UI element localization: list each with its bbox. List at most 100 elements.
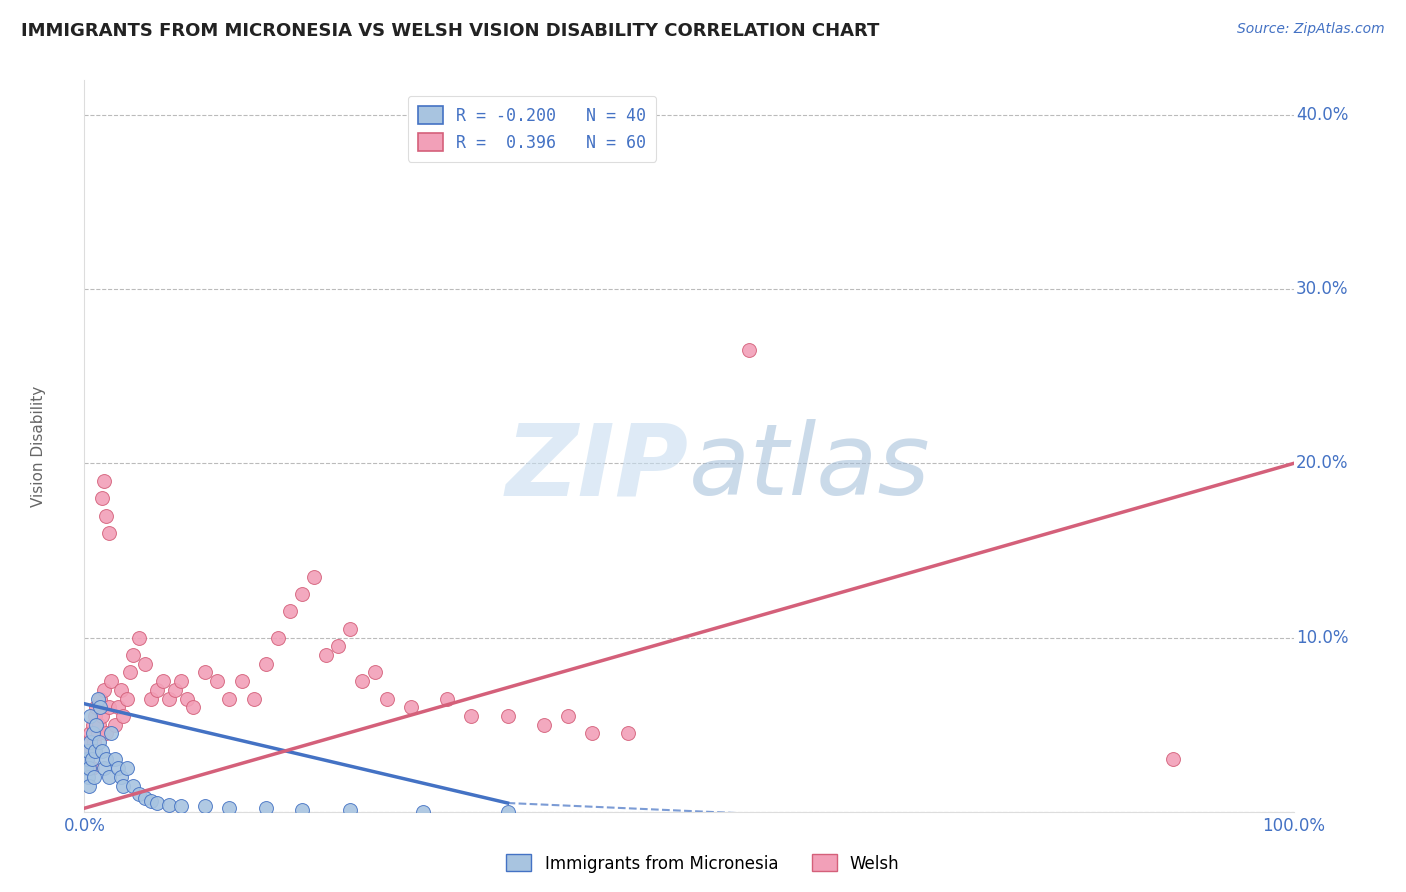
Point bbox=[363, 665, 385, 680]
Point bbox=[97, 526, 120, 541]
Point bbox=[112, 779, 135, 793]
Text: 40.0%: 40.0% bbox=[1296, 106, 1348, 124]
Point bbox=[352, 674, 374, 689]
Point bbox=[339, 803, 361, 817]
Point bbox=[738, 343, 761, 358]
Point bbox=[79, 726, 101, 740]
Point bbox=[107, 700, 129, 714]
Point bbox=[89, 700, 111, 714]
Text: atlas: atlas bbox=[689, 419, 931, 516]
Text: 30.0%: 30.0% bbox=[1296, 280, 1348, 298]
Point bbox=[115, 691, 138, 706]
Point bbox=[80, 761, 103, 775]
Point bbox=[110, 682, 132, 697]
Point bbox=[231, 674, 253, 689]
Point bbox=[218, 691, 240, 706]
Point bbox=[80, 752, 103, 766]
Text: Source: ZipAtlas.com: Source: ZipAtlas.com bbox=[1237, 22, 1385, 37]
Legend: Immigrants from Micronesia, Welsh: Immigrants from Micronesia, Welsh bbox=[499, 847, 907, 880]
Point bbox=[94, 752, 117, 766]
Point bbox=[152, 674, 174, 689]
Point bbox=[128, 631, 150, 645]
Point bbox=[86, 717, 108, 731]
Point bbox=[100, 726, 122, 740]
Point bbox=[328, 640, 350, 654]
Text: 10.0%: 10.0% bbox=[1296, 629, 1348, 647]
Point bbox=[104, 752, 127, 766]
Point bbox=[146, 796, 169, 810]
Point bbox=[267, 631, 290, 645]
Point bbox=[115, 761, 138, 775]
Point bbox=[93, 682, 115, 697]
Point bbox=[82, 726, 104, 740]
Point bbox=[83, 770, 105, 784]
Point bbox=[278, 604, 301, 618]
Point bbox=[93, 474, 115, 488]
Point bbox=[82, 717, 104, 731]
Text: IMMIGRANTS FROM MICRONESIA VS WELSH VISION DISABILITY CORRELATION CHART: IMMIGRANTS FROM MICRONESIA VS WELSH VISI… bbox=[21, 22, 880, 40]
Point bbox=[84, 709, 107, 723]
Point bbox=[75, 761, 97, 775]
Point bbox=[1161, 752, 1184, 766]
Point bbox=[97, 700, 120, 714]
Point bbox=[254, 657, 277, 671]
Point bbox=[91, 709, 114, 723]
Point bbox=[139, 794, 162, 808]
Point bbox=[76, 752, 98, 766]
Point bbox=[557, 709, 579, 723]
Point bbox=[533, 717, 555, 731]
Point bbox=[91, 744, 114, 758]
Point bbox=[157, 797, 180, 812]
Point bbox=[176, 691, 198, 706]
Point bbox=[581, 726, 603, 740]
Point bbox=[157, 691, 180, 706]
Point bbox=[94, 726, 117, 740]
Point bbox=[165, 682, 187, 697]
Point bbox=[399, 700, 422, 714]
Point bbox=[79, 735, 101, 749]
Point bbox=[207, 674, 229, 689]
Point bbox=[146, 682, 169, 697]
Text: 20.0%: 20.0% bbox=[1296, 454, 1348, 473]
Point bbox=[170, 674, 193, 689]
Point bbox=[315, 648, 337, 662]
Point bbox=[77, 744, 100, 758]
Point bbox=[86, 726, 108, 740]
Point bbox=[86, 691, 108, 706]
Text: ZIP: ZIP bbox=[506, 419, 689, 516]
Point bbox=[254, 801, 277, 815]
Point bbox=[87, 735, 110, 749]
Point bbox=[84, 744, 107, 758]
Point bbox=[77, 770, 100, 784]
Point bbox=[112, 709, 135, 723]
Point bbox=[77, 779, 100, 793]
Point bbox=[79, 709, 101, 723]
Point bbox=[107, 761, 129, 775]
Point bbox=[83, 735, 105, 749]
Point bbox=[496, 709, 519, 723]
Point bbox=[91, 491, 114, 506]
Point bbox=[134, 790, 156, 805]
Point bbox=[375, 691, 398, 706]
Point bbox=[181, 700, 204, 714]
Point bbox=[194, 799, 217, 814]
Point bbox=[86, 700, 108, 714]
Point bbox=[339, 622, 361, 636]
Point bbox=[94, 508, 117, 523]
Point bbox=[412, 805, 434, 819]
Point bbox=[617, 726, 640, 740]
Point bbox=[77, 744, 100, 758]
Point bbox=[97, 770, 120, 784]
Point bbox=[77, 735, 100, 749]
Point bbox=[76, 752, 98, 766]
Point bbox=[110, 770, 132, 784]
Point bbox=[89, 691, 111, 706]
Text: Vision Disability: Vision Disability bbox=[31, 385, 46, 507]
Point bbox=[121, 779, 143, 793]
Point bbox=[460, 709, 482, 723]
Legend: R = -0.200   N = 40, R =  0.396   N = 60: R = -0.200 N = 40, R = 0.396 N = 60 bbox=[408, 96, 657, 161]
Point bbox=[77, 761, 100, 775]
Point bbox=[139, 691, 162, 706]
Point bbox=[291, 587, 314, 601]
Point bbox=[218, 801, 240, 815]
